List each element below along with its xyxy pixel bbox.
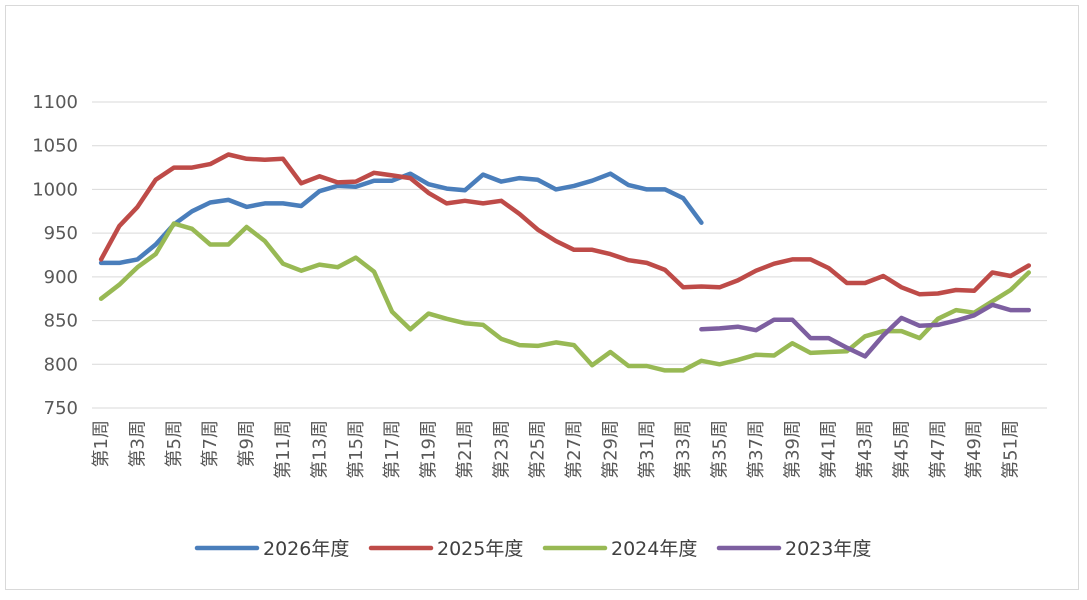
x-tick-label: 第43周: [855, 420, 876, 479]
x-tick-label: 第31周: [637, 420, 658, 479]
y-tick-label: 750: [44, 398, 78, 419]
x-tick-label: 第15周: [346, 420, 367, 479]
x-tick-label: 第35周: [710, 420, 731, 479]
x-tick-label: 第25周: [528, 420, 549, 479]
y-tick-label: 850: [44, 311, 78, 332]
legend-label: 2025年度: [437, 538, 523, 560]
legend-item: 2023年度: [716, 538, 871, 560]
legend-item: 2024年度: [542, 538, 697, 560]
x-tick-label: 第33周: [673, 420, 694, 479]
legend-label: 2024年度: [611, 538, 697, 560]
series-lines: [98, 152, 1032, 373]
x-tick-label: 第11周: [273, 420, 294, 479]
x-tick-label: 第47周: [928, 420, 949, 479]
x-tick-label: 第3周: [127, 420, 148, 467]
series-line-2023年度: [699, 302, 1032, 359]
y-tick-label: 1050: [32, 136, 78, 157]
x-axis-ticks: 第1周 第3周 第5周 第7周 第9周 第11周 第13周 第15周 第17周 第19周 第21周第…: [91, 420, 1022, 479]
x-tick-label: 第1周: [91, 420, 112, 467]
y-tick-label: 1000: [32, 179, 78, 200]
y-tick-label: 900: [44, 267, 78, 288]
x-tick-label: 第9周: [237, 420, 258, 467]
x-tick-label: 第51周: [1001, 420, 1022, 479]
x-tick-label: 第23周: [491, 420, 512, 479]
x-tick-label: 第41周: [819, 420, 840, 479]
y-tick-label: 950: [44, 223, 78, 244]
x-tick-label: 第37周: [746, 420, 767, 479]
y-tick-label: 800: [44, 354, 78, 375]
x-tick-label: 第5周: [164, 420, 185, 467]
y-axis-ticks: 750 800 850 900 950 1000 1050 1100: [32, 92, 78, 419]
series-line-2024年度: [98, 221, 1032, 373]
x-tick-label: 第21周: [455, 420, 476, 479]
gridlines: [92, 101, 1047, 409]
legend-label: 2026年度: [263, 538, 349, 560]
legend-item: 2026年度: [194, 538, 349, 560]
series-line-2026年度: [98, 171, 704, 266]
legend: 2026年度 2025年度 2024年度 2023年度: [194, 538, 871, 560]
x-tick-label: 第27周: [564, 420, 585, 479]
x-tick-label: 第7周: [200, 420, 221, 467]
x-tick-label: 第49周: [964, 420, 985, 479]
legend-label: 2023年度: [785, 538, 871, 560]
x-tick-label: 第17周: [382, 420, 403, 479]
legend-item: 2025年度: [368, 538, 523, 560]
x-tick-label: 第39周: [782, 420, 803, 479]
y-tick-label: 1100: [32, 92, 78, 113]
x-tick-label: 第19周: [419, 420, 440, 479]
x-tick-label: 第45周: [891, 420, 912, 479]
x-tick-label: 第13周: [309, 420, 330, 479]
series-line-2025年度: [98, 152, 1032, 297]
x-tick-label: 第29周: [600, 420, 621, 479]
